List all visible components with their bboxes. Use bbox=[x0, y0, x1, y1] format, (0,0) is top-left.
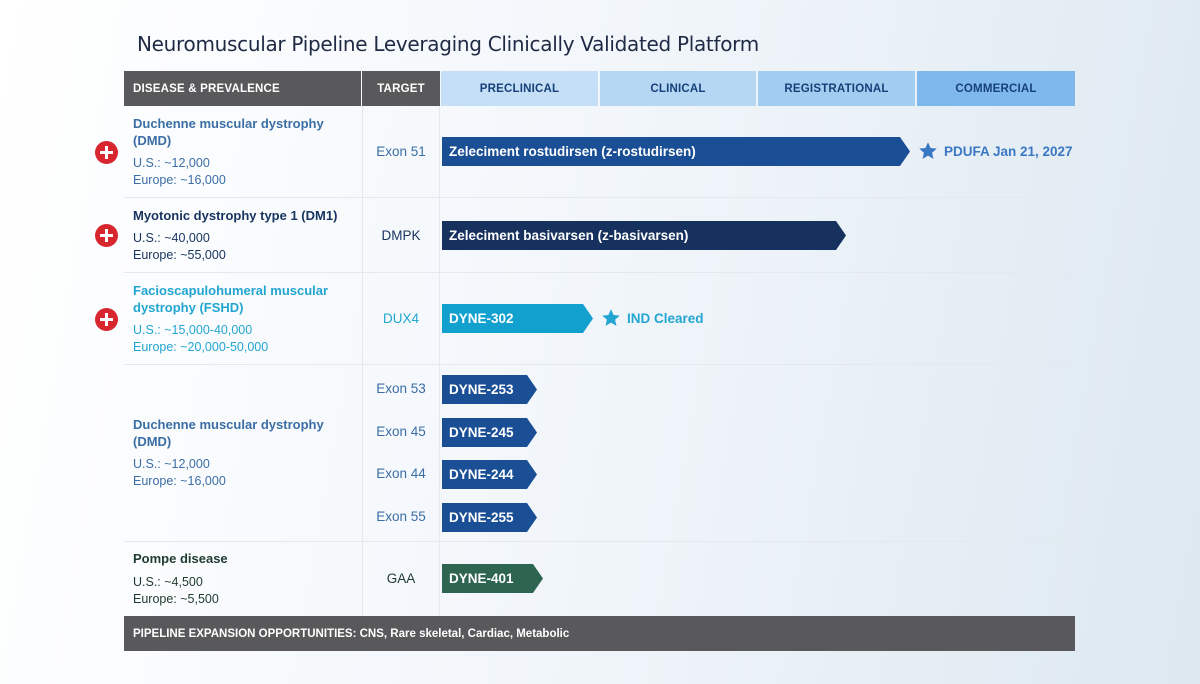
prevalence-europe: Europe: ~16,000 bbox=[133, 173, 226, 187]
program-bar: DYNE-302 bbox=[442, 304, 593, 333]
prevalence-europe: Europe: ~20,000-50,000 bbox=[133, 340, 269, 354]
breakthrough-plus-icon bbox=[95, 308, 118, 331]
page-title: Neuromuscular Pipeline Leveraging Clinic… bbox=[137, 32, 759, 56]
breakthrough-plus-icon bbox=[95, 141, 118, 164]
program-bar: Zeleciment basivarsen (z-basivarsen) bbox=[442, 221, 846, 250]
row-divider bbox=[124, 197, 1075, 198]
program-target: Exon 55 bbox=[376, 509, 426, 524]
program-bar: Zeleciment rostudirsen (z-rostudirsen) bbox=[442, 137, 910, 166]
program-bar: DYNE-255 bbox=[442, 503, 537, 532]
star-icon bbox=[919, 142, 937, 159]
row-divider bbox=[124, 541, 1075, 542]
pipeline-footer: PIPELINE EXPANSION OPPORTUNITIES: CNS, R… bbox=[124, 616, 1075, 651]
header-phase-commercial: COMMERCIAL bbox=[917, 71, 1075, 106]
row-divider bbox=[124, 364, 1075, 365]
prevalence-europe: Europe: ~5,500 bbox=[133, 592, 219, 606]
header-disease: DISEASE & PREVALENCE bbox=[124, 71, 361, 106]
program-target: DMPK bbox=[381, 228, 421, 243]
milestone: PDUFA Jan 21, 2027 bbox=[918, 141, 1073, 161]
program-bar: DYNE-245 bbox=[442, 418, 537, 447]
disease-name: Pompe disease bbox=[133, 551, 228, 566]
prevalence-us: U.S.: ~15,000-40,000 bbox=[133, 323, 253, 337]
disease-name: Facioscapulohumeral muscular dystrophy (… bbox=[133, 283, 329, 315]
program-target: Exon 51 bbox=[376, 144, 426, 159]
program-target: GAA bbox=[386, 571, 416, 586]
disease-name: Duchenne muscular dystrophy (DMD) bbox=[133, 116, 324, 148]
prevalence-us: U.S.: ~40,000 bbox=[133, 231, 210, 245]
target-column bbox=[362, 106, 440, 616]
disease-name: Duchenne muscular dystrophy (DMD) bbox=[133, 417, 324, 449]
program-bar: DYNE-401 bbox=[442, 564, 543, 593]
program-bar: DYNE-253 bbox=[442, 375, 537, 404]
prevalence-europe: Europe: ~55,000 bbox=[133, 248, 226, 262]
milestone-label: PDUFA Jan 21, 2027 bbox=[944, 143, 1073, 159]
header-phase-clinical: CLINICAL bbox=[600, 71, 756, 106]
breakthrough-plus-icon bbox=[95, 224, 118, 247]
disease-name: Myotonic dystrophy type 1 (DM1) bbox=[133, 208, 338, 223]
program-target: Exon 45 bbox=[376, 424, 426, 439]
header-phase-preclinical: PRECLINICAL bbox=[441, 71, 598, 106]
prevalence-europe: Europe: ~16,000 bbox=[133, 474, 226, 488]
prevalence-us: U.S.: ~4,500 bbox=[133, 575, 203, 589]
star-icon bbox=[602, 309, 620, 326]
row-divider bbox=[124, 272, 1075, 273]
milestone-label: IND Cleared bbox=[627, 310, 704, 326]
prevalence-us: U.S.: ~12,000 bbox=[133, 156, 210, 170]
milestone: IND Cleared bbox=[601, 308, 704, 328]
program-target: DUX4 bbox=[382, 311, 419, 326]
prevalence-us: U.S.: ~12,000 bbox=[133, 457, 210, 471]
header-target: TARGET bbox=[362, 71, 440, 106]
program-target: Exon 44 bbox=[376, 466, 426, 481]
program-bar: DYNE-244 bbox=[442, 460, 537, 489]
program-target: Exon 53 bbox=[376, 381, 426, 396]
header-phase-registrational: REGISTRATIONAL bbox=[758, 71, 915, 106]
